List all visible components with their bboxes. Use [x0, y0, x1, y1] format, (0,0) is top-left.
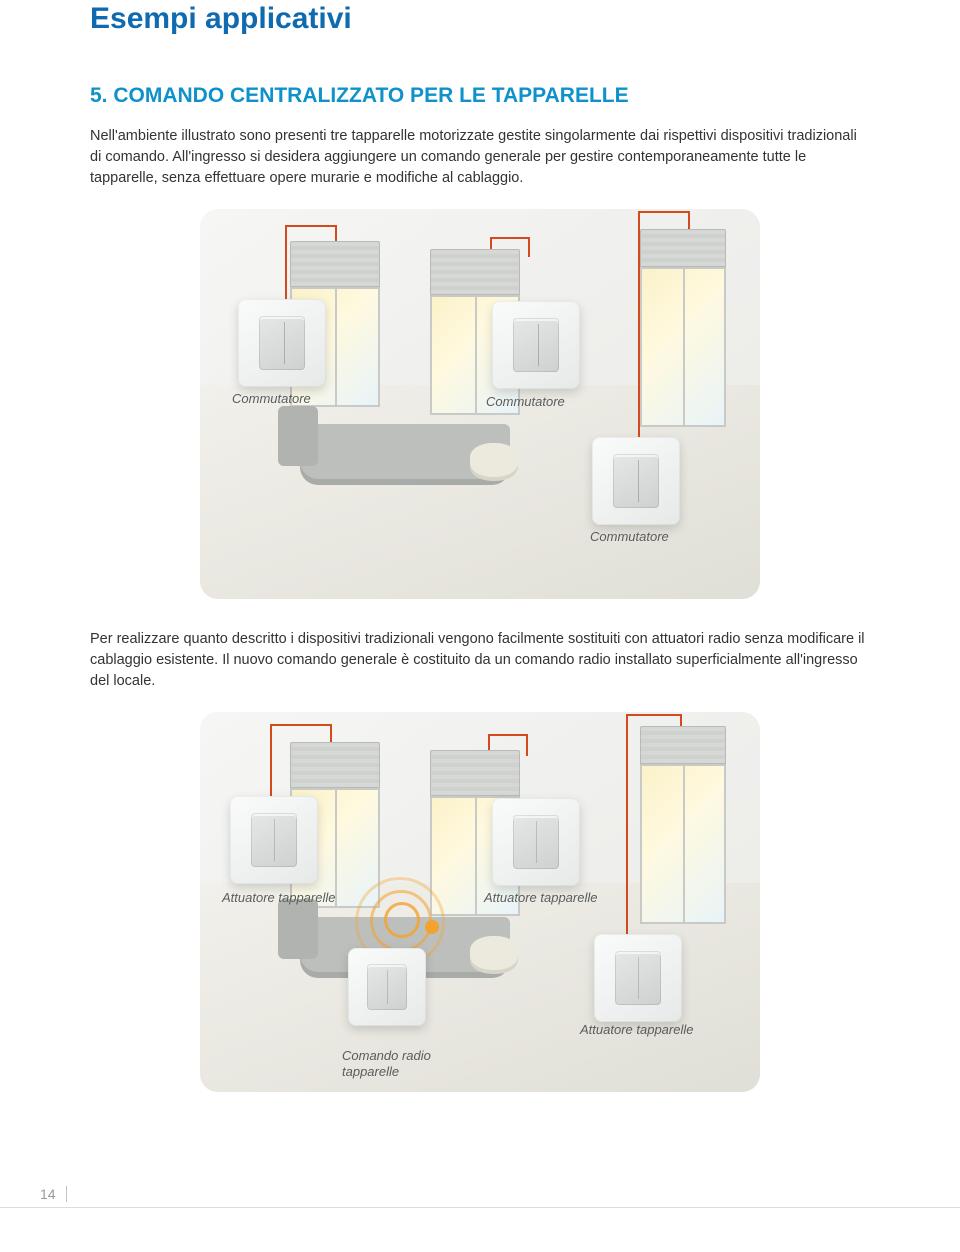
window-pane	[640, 267, 726, 427]
rocker-switch	[513, 815, 559, 869]
switch-plate	[238, 299, 326, 387]
diagram-after: Attuatore tapparelle Attuatore tapparell…	[200, 712, 760, 1092]
actuator-plate	[230, 796, 318, 884]
section-heading: 5. COMANDO CENTRALIZZATO PER LE TAPPAREL…	[90, 84, 870, 108]
rocker-switch	[613, 454, 659, 508]
device-label: Attuatore tapparelle	[580, 1022, 693, 1037]
actuator-plate	[492, 798, 580, 886]
rocker-switch	[513, 318, 559, 372]
rocker-switch	[367, 964, 407, 1010]
page-title: Esempi applicativi	[90, 2, 870, 36]
section-title-text: COMANDO CENTRALIZZATO PER LE TAPPARELLE	[113, 84, 628, 107]
ottoman	[470, 936, 518, 970]
wire	[626, 714, 628, 942]
wire	[270, 724, 272, 802]
device-label: Attuatore tapparelle	[222, 890, 335, 905]
device-label: Commutatore	[486, 394, 565, 409]
blind	[640, 229, 726, 267]
wire	[285, 225, 287, 305]
window-unit	[640, 229, 726, 427]
footer-rule	[0, 1207, 960, 1208]
switch-plate	[592, 437, 680, 525]
window-pane	[640, 764, 726, 924]
solution-paragraph: Per realizzare quanto descritto i dispos…	[90, 629, 870, 692]
rocker-switch	[615, 951, 661, 1005]
switch-plate	[492, 301, 580, 389]
wire	[626, 714, 682, 716]
wire	[526, 734, 528, 756]
rocker-switch	[259, 316, 305, 370]
blind	[290, 742, 380, 788]
radio-dot-icon	[425, 920, 439, 934]
intro-paragraph: Nell'ambiente illustrato sono presenti t…	[90, 126, 870, 189]
wire	[490, 237, 530, 239]
blind	[430, 249, 520, 295]
wire	[528, 237, 530, 257]
blind	[290, 241, 380, 287]
wire	[638, 211, 690, 213]
diagram-before: Commutatore Commutatore Commutatore	[200, 209, 760, 599]
window-unit	[640, 726, 726, 924]
rocker-switch	[251, 813, 297, 867]
blind	[430, 750, 520, 796]
radio-command-plate	[348, 948, 426, 1026]
actuator-plate	[594, 934, 682, 1022]
wire	[488, 734, 528, 736]
device-label: Commutatore	[590, 529, 669, 544]
radio-wave-icon	[384, 902, 420, 938]
ottoman	[470, 443, 518, 477]
section-number: 5.	[90, 84, 108, 107]
wire	[285, 225, 337, 227]
device-label: Comando radio tapparelle	[342, 1048, 442, 1081]
page-number: 14	[40, 1186, 67, 1202]
device-label: Commutatore	[232, 391, 311, 406]
blind	[640, 726, 726, 764]
device-label: Attuatore tapparelle	[484, 890, 597, 905]
wire	[270, 724, 332, 726]
